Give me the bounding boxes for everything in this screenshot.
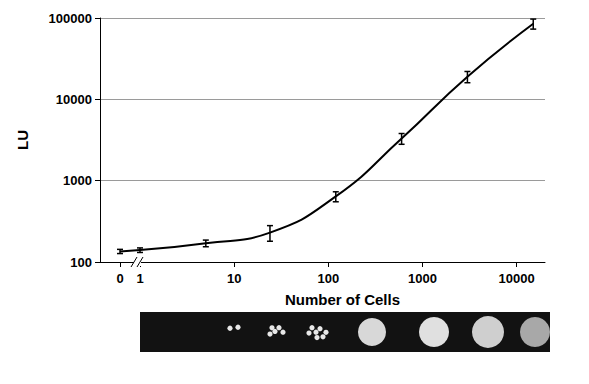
svg-text:10: 10 [227,271,241,286]
svg-text:1000: 1000 [63,173,92,188]
svg-text:100: 100 [70,255,92,270]
svg-text:LU: LU [14,130,31,150]
svg-text:100: 100 [317,271,339,286]
svg-text:1000: 1000 [408,271,437,286]
svg-text:Number of Cells: Number of Cells [285,291,400,308]
svg-text:1: 1 [136,271,143,286]
svg-text:0: 0 [116,271,123,286]
svg-text:100000: 100000 [49,11,92,26]
svg-text:10000: 10000 [499,271,535,286]
svg-text:10000: 10000 [56,92,92,107]
